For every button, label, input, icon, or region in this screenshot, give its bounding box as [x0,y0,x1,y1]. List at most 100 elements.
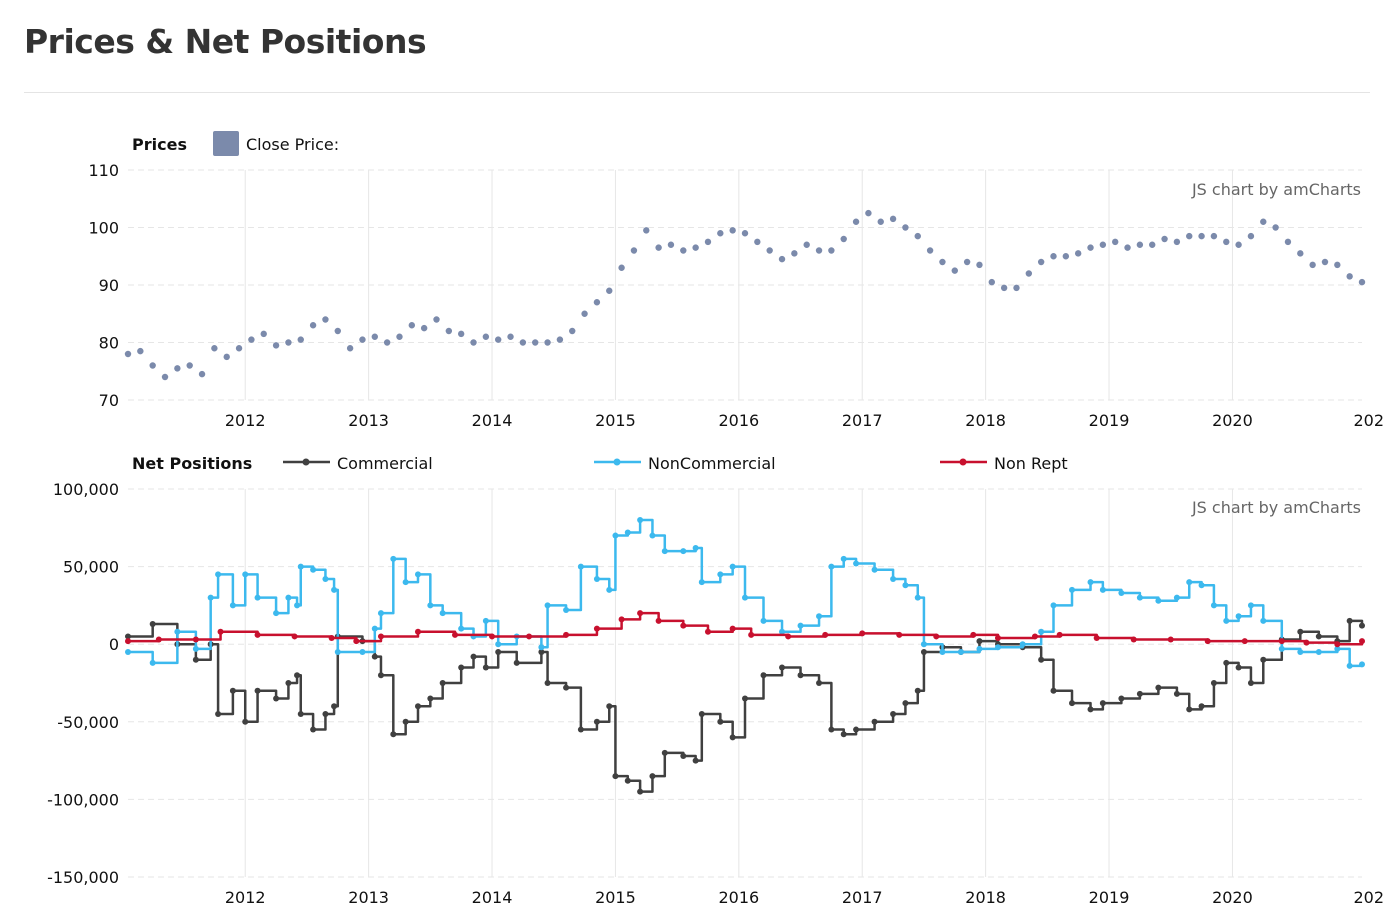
commercial-point[interactable] [612,773,619,780]
close-price-point[interactable] [877,218,884,225]
noncommercial-point[interactable] [902,582,909,589]
prices-chart-credit[interactable]: JS chart by amCharts [1191,180,1361,199]
commercial-point[interactable] [902,700,909,707]
noncommercial-point[interactable] [698,579,705,586]
noncommercial-point[interactable] [192,645,199,652]
commercial-point[interactable] [495,648,502,655]
noncommercial-point[interactable] [390,555,397,562]
non-rept-point[interactable] [125,638,131,645]
commercial-point[interactable] [1069,700,1076,707]
legend-commercial[interactable]: Commercial [283,454,433,473]
commercial-point[interactable] [1359,622,1365,629]
commercial-point[interactable] [377,672,384,679]
noncommercial-point[interactable] [577,563,584,570]
close-price-point[interactable] [186,362,193,369]
commercial-point[interactable] [470,653,477,660]
non-rept-point[interactable] [1167,636,1174,643]
noncommercial-point[interactable] [215,571,222,578]
commercial-point[interactable] [273,695,280,702]
close-price-point[interactable] [235,345,243,352]
non-rept-point[interactable] [748,631,755,638]
noncommercial-point[interactable] [229,602,236,609]
close-price-point[interactable] [655,244,662,251]
close-price-point[interactable] [976,261,983,269]
close-price-point[interactable] [815,247,823,254]
close-price-point[interactable] [1149,241,1156,248]
noncommercial-point[interactable] [322,576,329,583]
commercial-point[interactable] [149,621,156,628]
commercial-point[interactable] [458,664,465,671]
close-price-point[interactable] [988,278,995,286]
commercial-point[interactable] [1118,695,1125,702]
close-price-point[interactable] [692,244,699,251]
commercial-point[interactable] [310,726,317,733]
commercial-point[interactable] [717,718,724,725]
noncommercial-point[interactable] [1173,594,1180,601]
commercial-point[interactable] [976,638,983,645]
close-price-point[interactable] [1297,250,1304,257]
commercial-point[interactable] [427,695,434,702]
non-rept-point[interactable] [994,634,1001,641]
non-rept-point[interactable] [785,633,792,640]
close-price-point[interactable] [322,316,329,323]
commercial-point[interactable] [742,695,748,702]
non-rept-point[interactable] [704,628,711,635]
close-price-point[interactable] [470,339,477,346]
commercial-point[interactable] [125,633,131,640]
commercial-point[interactable] [729,734,736,741]
close-price-point[interactable] [778,255,786,263]
noncommercial-point[interactable] [1210,602,1217,609]
noncommercial-point[interactable] [1235,613,1242,620]
close-price-point[interactable] [1210,232,1218,240]
noncommercial-point[interactable] [439,610,446,617]
close-price-point[interactable] [1309,261,1316,269]
commercial-point[interactable] [606,703,613,710]
close-price-point[interactable] [260,330,267,338]
close-price-point[interactable] [1173,238,1181,246]
non-rept-point[interactable] [933,633,940,640]
close-price-point[interactable] [1136,241,1144,248]
noncommercial-point[interactable] [680,548,687,555]
noncommercial-point[interactable] [853,560,860,567]
non-rept-point[interactable] [637,610,644,617]
close-price-point[interactable] [1235,241,1242,248]
commercial-point[interactable] [1235,664,1242,671]
close-price-point[interactable] [902,224,909,231]
commercial-point[interactable] [840,731,847,738]
non-rept-point[interactable] [377,633,384,640]
non-rept-point[interactable] [1031,633,1038,640]
commercial-point[interactable] [692,757,699,764]
close-price-point[interactable] [606,287,613,294]
noncommercial-point[interactable] [273,610,280,617]
commercial-line[interactable] [128,619,1364,793]
close-price-point[interactable] [1000,284,1008,292]
non-rept-point[interactable] [896,631,903,638]
noncommercial-point[interactable] [816,613,823,620]
noncommercial-point[interactable] [482,617,489,624]
noncommercial-point[interactable] [760,617,767,624]
noncommercial-point[interactable] [371,625,378,632]
noncommercial-point[interactable] [1118,589,1125,596]
noncommercial-point[interactable] [207,594,214,601]
commercial-point[interactable] [1198,703,1205,710]
noncommercial-point[interactable] [1346,662,1353,669]
commercial-point[interactable] [322,711,329,718]
noncommercial-point[interactable] [254,594,261,601]
close-price-point[interactable] [939,258,946,266]
noncommercial-point[interactable] [637,517,644,524]
non-rept-point[interactable] [353,638,360,645]
close-price-point[interactable] [1099,241,1107,248]
commercial-point[interactable] [698,711,705,718]
close-price-point[interactable] [334,327,341,335]
non-rept-point[interactable] [328,634,335,641]
commercial-point[interactable] [853,726,860,733]
commercial-point[interactable] [637,788,644,795]
commercial-point[interactable] [797,672,804,679]
commercial-point[interactable] [439,680,446,686]
noncommercial-point[interactable] [840,555,847,562]
noncommercial-point[interactable] [890,576,897,583]
noncommercial-point[interactable] [920,641,927,648]
noncommercial-point[interactable] [1099,586,1106,593]
noncommercial-point[interactable] [427,602,434,609]
commercial-point[interactable] [577,726,584,733]
